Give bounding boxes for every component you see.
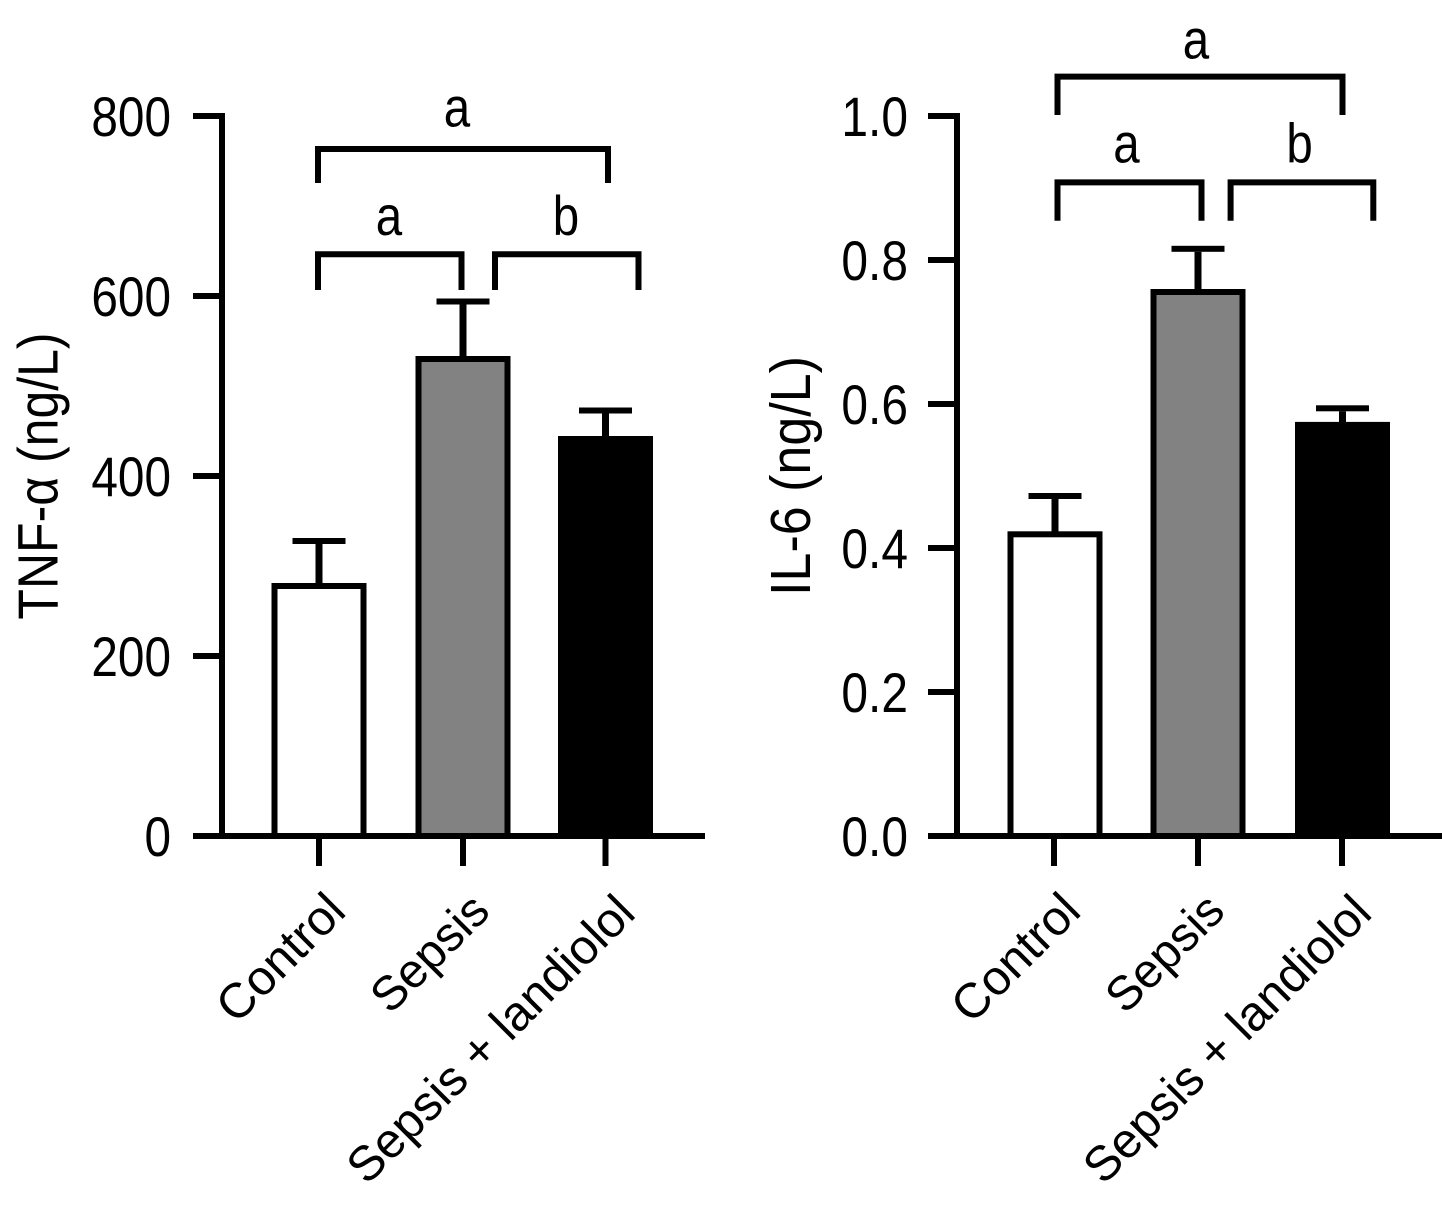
svg-text:a: a <box>1113 112 1140 175</box>
svg-text:0.4: 0.4 <box>841 519 908 581</box>
svg-text:a: a <box>376 184 403 247</box>
svg-text:800: 800 <box>91 87 171 149</box>
svg-text:a: a <box>1183 8 1210 71</box>
svg-text:400: 400 <box>91 447 171 509</box>
svg-text:1.0: 1.0 <box>841 87 908 149</box>
svg-text:0.6: 0.6 <box>841 375 908 437</box>
svg-text:b: b <box>1286 112 1312 175</box>
svg-text:600: 600 <box>91 267 171 329</box>
svg-text:b: b <box>553 184 579 247</box>
svg-text:200: 200 <box>91 627 171 689</box>
svg-text:0.8: 0.8 <box>841 231 908 293</box>
svg-text:TNF-α (ng/L): TNF-α (ng/L) <box>8 332 70 619</box>
svg-text:a: a <box>444 76 471 139</box>
svg-text:0.2: 0.2 <box>841 663 908 725</box>
svg-text:IL-6 (ng/L): IL-6 (ng/L) <box>759 356 822 596</box>
svg-text:0.0: 0.0 <box>841 807 908 869</box>
svg-text:0: 0 <box>144 807 171 869</box>
